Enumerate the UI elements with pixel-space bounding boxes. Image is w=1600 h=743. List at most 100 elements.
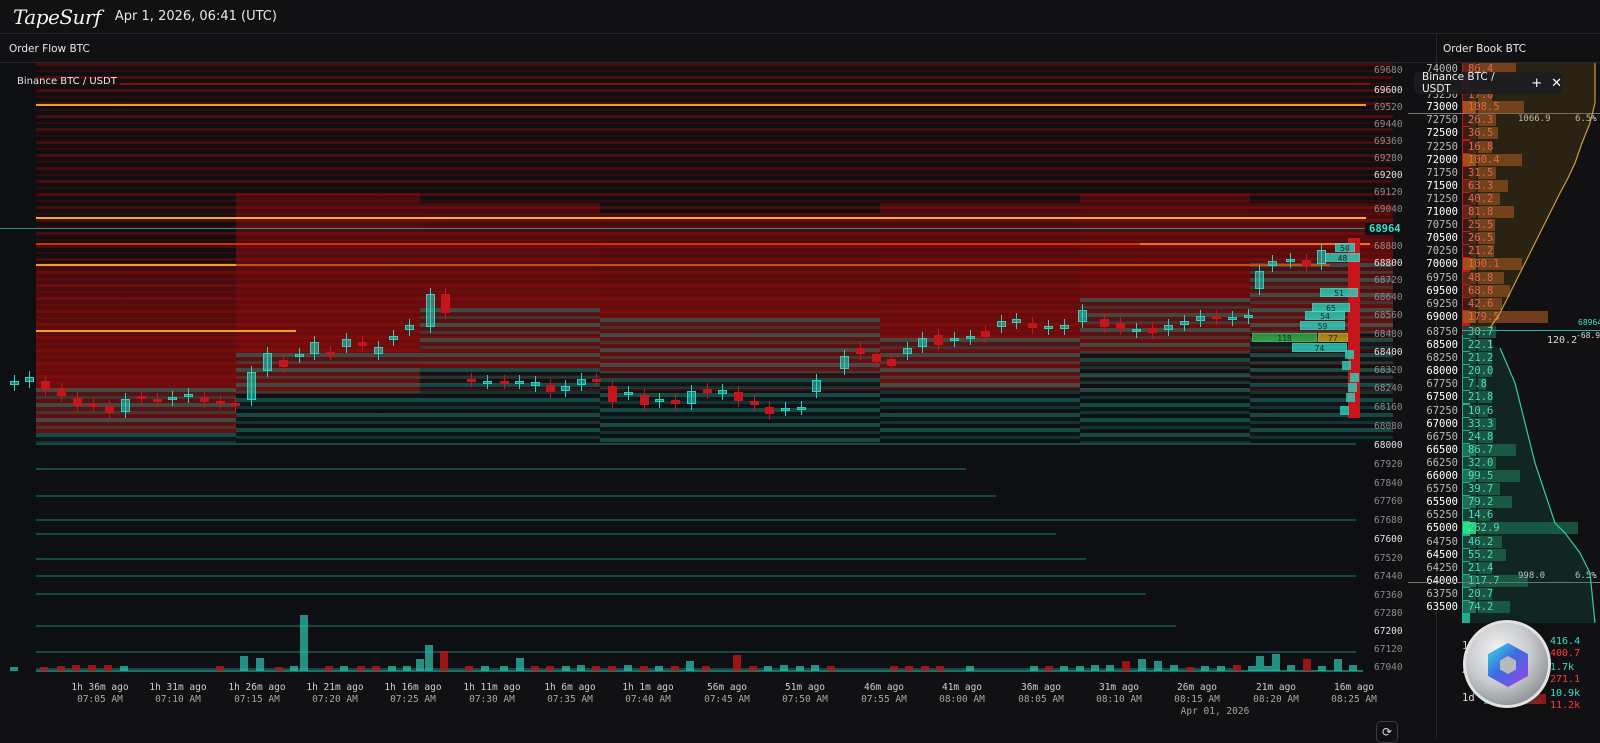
volume-baseline xyxy=(36,670,1363,672)
bull-candle xyxy=(624,392,633,395)
bid-qty: 20.7 xyxy=(1468,588,1493,601)
time-tick-clock: 08:15 AM xyxy=(1174,694,1220,705)
bull-candle xyxy=(655,399,664,402)
buy-volume-bar xyxy=(1154,661,1162,671)
mid-price-marker: 68964 xyxy=(1578,318,1600,327)
time-tick-clock: 08:05 AM xyxy=(1018,694,1064,705)
price-tick: 67360 xyxy=(1374,590,1403,601)
ask-qty: 108.5 xyxy=(1468,101,1500,114)
bid-row: 66500 86.7 xyxy=(1408,443,1600,457)
ask-qty: 31.5 xyxy=(1468,167,1493,180)
bid-heat-cell xyxy=(1463,601,1476,613)
sell-volume-bar xyxy=(72,665,80,671)
bull-candle xyxy=(483,381,492,384)
buy-volume-bar xyxy=(481,666,489,671)
ask-price: 69000 xyxy=(1426,310,1458,323)
buy-volume-bar xyxy=(1248,666,1256,671)
order-book-exchange-selector[interactable]: Binance BTC / USDT + ✕ xyxy=(1414,71,1562,95)
bull-candle xyxy=(1044,326,1053,329)
time-tick-clock: 07:35 AM xyxy=(547,694,593,705)
bear-candle xyxy=(1212,316,1221,319)
sell-volume-bar xyxy=(1045,666,1053,671)
bid-row: 67000 33.3 xyxy=(1408,417,1600,431)
sell-volume-bar xyxy=(40,667,48,671)
bear-candle xyxy=(981,331,990,337)
ask-row: 72250 16.8 xyxy=(1408,140,1600,154)
profile-bar: 118 xyxy=(1252,333,1317,343)
bid-qty: 24.8 xyxy=(1468,431,1493,444)
bid-price: 64750 xyxy=(1426,535,1458,548)
bid-qty-bar xyxy=(1478,417,1496,430)
buy-volume-bar xyxy=(811,665,819,671)
liquidity-wall-line xyxy=(36,243,1366,245)
ask-heat-cell xyxy=(1463,153,1476,166)
ask-price: 72500 xyxy=(1426,127,1458,140)
ask-qty: 26.5 xyxy=(1468,232,1493,245)
profile-bid-block xyxy=(1346,393,1355,402)
liquidity-wall-line xyxy=(236,264,1330,266)
time-axis[interactable]: Apr 01, 2026 1h 36m ago 07:05 AM 1h 31m ag… xyxy=(0,682,1393,738)
bear-candle xyxy=(734,392,743,401)
ask-price: 73000 xyxy=(1426,101,1458,114)
price-tick: 68160 xyxy=(1374,402,1403,413)
sell-volume-bar xyxy=(372,666,380,671)
app-logo[interactable]: TapeSurf xyxy=(13,4,101,29)
bull-candle xyxy=(1012,319,1021,323)
price-tick: 68560 xyxy=(1374,310,1403,321)
bid-heat-cell xyxy=(1463,470,1476,482)
bull-candle xyxy=(405,325,414,330)
bid-row: 64250 21.4 xyxy=(1408,561,1600,575)
bull-candle xyxy=(966,336,975,339)
sell-volume-bar xyxy=(546,666,554,671)
close-exchange-button[interactable]: ✕ xyxy=(1551,75,1562,91)
buy-volume-bar xyxy=(764,666,772,671)
bear-candle xyxy=(887,359,896,366)
liquidity-wall-line xyxy=(36,217,1366,219)
buy-volume-bar xyxy=(1217,666,1225,671)
time-tick: 21m ago 08:20 AM xyxy=(1236,682,1316,706)
bid-price: 68750 xyxy=(1426,325,1458,338)
ask-price: 71750 xyxy=(1426,166,1458,179)
price-axis[interactable]: 68964 69680 69600 69520 69440 69360 69280 6920… xyxy=(1365,63,1407,683)
cumulative-depth-curve xyxy=(1470,63,1596,623)
refresh-button[interactable]: ⟳ xyxy=(1376,721,1398,743)
ask-row: 69250 42.6 xyxy=(1408,297,1600,311)
order-flow-heatmap[interactable]: Binance BTC / USDT 50 48 51 65 54 59 118 77 74 xyxy=(0,63,1393,678)
liquidity-wall-line xyxy=(36,330,296,332)
ask-heat-cell xyxy=(1463,284,1476,297)
ask-qty-bar xyxy=(1478,245,1494,258)
time-tick-ago: 1h 31m ago xyxy=(149,682,207,693)
price-tick: 68800 xyxy=(1374,258,1403,269)
price-tick: 68000 xyxy=(1374,440,1403,451)
sell-volume-bar xyxy=(57,666,65,671)
bid-price: 66500 xyxy=(1426,443,1458,456)
profile-bid-block xyxy=(1350,373,1359,382)
bid-qty: 74.2 xyxy=(1468,601,1493,614)
ask-qty: 26.3 xyxy=(1468,114,1493,127)
price-tick: 68720 xyxy=(1374,275,1403,286)
price-tick: 69360 xyxy=(1374,136,1403,147)
time-tick: 1h 21m ago 07:20 AM xyxy=(295,682,375,706)
liquidity-wall-line xyxy=(120,83,1370,85)
order-book[interactable]: 7400086.47325017.873000108.57275026.3725… xyxy=(1408,63,1600,623)
bid-heat-cell xyxy=(1463,430,1476,443)
bear-candle xyxy=(546,385,555,392)
time-tick-clock: 07:10 AM xyxy=(155,694,201,705)
ask-qty: 68.8 xyxy=(1468,285,1493,298)
buy-volume-bar xyxy=(425,645,433,671)
time-tick: 46m ago 07:55 AM xyxy=(844,682,924,706)
time-tick-clock: 08:00 AM xyxy=(939,694,985,705)
time-tick: 16m ago 08:25 AM xyxy=(1314,682,1394,706)
ask-heat-cell xyxy=(1463,114,1476,127)
sell-volume-bar xyxy=(357,666,365,671)
bull-candle xyxy=(1060,325,1069,329)
add-exchange-button[interactable]: + xyxy=(1531,75,1543,91)
bear-candle xyxy=(765,407,774,414)
bid-heat-cell xyxy=(1463,339,1476,351)
bear-candle xyxy=(326,352,335,355)
coin-logo-badge[interactable] xyxy=(1463,620,1551,708)
ask-heat-cell xyxy=(1463,297,1476,310)
time-tick-ago: 56m ago xyxy=(706,682,748,693)
buy-volume-bar xyxy=(1138,659,1146,671)
bull-candle xyxy=(121,399,130,412)
